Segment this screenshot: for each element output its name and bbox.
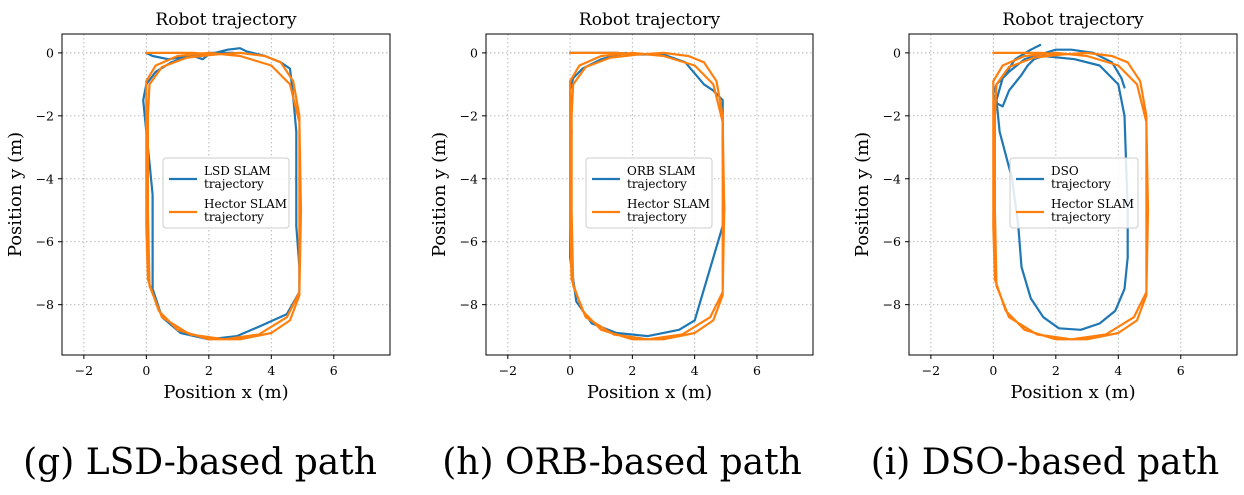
x-tick-label: 2 xyxy=(628,363,636,378)
legend-box xyxy=(585,157,713,229)
chart-panel-2: −2 0 2 4 6 0 −2 −4 −6 −8 Robot trajectory Position … xyxy=(852,10,1238,403)
legend-label: trajectory xyxy=(204,210,264,224)
y-tick-label: −6 xyxy=(883,234,901,249)
chart-panel-1: −2 0 2 4 6 0 −2 −4 −6 −8 Robot trajectory Position … xyxy=(429,10,814,403)
y-tick-label: −4 xyxy=(460,171,478,186)
chart-title: Robot trajectory xyxy=(1002,10,1144,30)
plot-frame xyxy=(61,33,391,356)
x-tick-label: 0 xyxy=(566,363,574,378)
y-tick-label: −6 xyxy=(460,234,478,249)
y-tick-label: −2 xyxy=(460,108,478,123)
x-tick-label: 0 xyxy=(989,363,997,378)
legend-label: trajectory xyxy=(204,177,264,191)
legend-label: trajectory xyxy=(1051,177,1111,191)
y-axis-label: Position y (m) xyxy=(5,132,26,257)
x-axis-label: Position x (m) xyxy=(163,382,288,403)
legend-label: DSO xyxy=(1051,164,1079,178)
x-tick-label: 2 xyxy=(1052,363,1060,378)
x-tick-label: −2 xyxy=(75,363,93,378)
series-line-hector xyxy=(145,51,303,341)
legend-box xyxy=(162,157,290,229)
chart-title: Robot trajectory xyxy=(579,10,721,30)
y-tick-label: 0 xyxy=(46,45,54,60)
x-tick-label: 6 xyxy=(330,363,338,378)
y-tick-label: −4 xyxy=(36,171,54,186)
legend-label: LSD SLAM xyxy=(204,164,271,178)
x-axis-label: Position x (m) xyxy=(587,382,712,403)
x-tick-label: −2 xyxy=(922,363,940,378)
x-tick-label: −2 xyxy=(499,363,517,378)
figure-caption: (h) ORB-based path xyxy=(442,442,802,483)
x-tick-label: 6 xyxy=(1177,363,1185,378)
y-tick-label: −4 xyxy=(883,171,901,186)
series-line-hector xyxy=(992,51,1150,341)
legend-label: Hector SLAM xyxy=(204,197,287,211)
x-tick-label: 6 xyxy=(753,363,761,378)
x-tick-label: 4 xyxy=(267,363,275,378)
y-tick-label: −2 xyxy=(883,108,901,123)
chart-title: Robot trajectory xyxy=(155,10,297,30)
legend-label: Hector SLAM xyxy=(627,197,710,211)
legend-label: trajectory xyxy=(627,177,687,191)
legend-box xyxy=(1009,157,1139,229)
y-tick-label: 0 xyxy=(893,45,901,60)
y-tick-label: −8 xyxy=(36,297,54,312)
legend-label: ORB SLAM xyxy=(627,164,696,178)
x-axis-label: Position x (m) xyxy=(1010,382,1135,403)
y-tick-label: −2 xyxy=(36,108,54,123)
figure-caption: (i) DSO-based path xyxy=(871,442,1220,483)
x-tick-label: 4 xyxy=(691,363,699,378)
figure-caption: (g) LSD-based path xyxy=(23,442,377,483)
legend-label: trajectory xyxy=(627,210,687,224)
y-axis-label: Position y (m) xyxy=(429,132,450,257)
x-tick-label: 4 xyxy=(1114,363,1122,378)
y-tick-label: 0 xyxy=(470,45,478,60)
y-tick-label: −8 xyxy=(883,297,901,312)
x-tick-label: 2 xyxy=(205,363,213,378)
chart-panel-0: −2 0 2 4 6 0 −2 −4 −6 −8 Robot trajectory Position … xyxy=(5,10,391,403)
plot-frame xyxy=(908,33,1238,356)
plot-frame xyxy=(485,33,814,356)
x-tick-label: 0 xyxy=(142,363,150,378)
series-line-hector xyxy=(569,51,726,341)
legend-label: Hector SLAM xyxy=(1051,197,1134,211)
y-tick-label: −6 xyxy=(36,234,54,249)
legend-label: trajectory xyxy=(1051,210,1111,224)
y-tick-label: −8 xyxy=(460,297,478,312)
y-axis-label: Position y (m) xyxy=(852,132,873,257)
